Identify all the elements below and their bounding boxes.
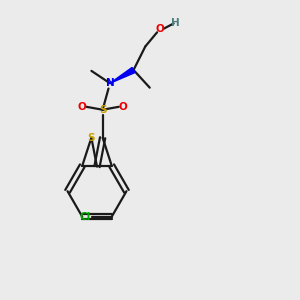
Text: O: O (78, 102, 86, 112)
Text: N: N (106, 78, 114, 88)
Text: S: S (88, 133, 95, 143)
Text: S: S (99, 105, 106, 115)
Polygon shape (110, 68, 135, 83)
Text: Cl: Cl (80, 212, 91, 222)
Text: O: O (156, 24, 164, 34)
Text: H: H (171, 19, 180, 28)
Text: O: O (119, 102, 128, 112)
